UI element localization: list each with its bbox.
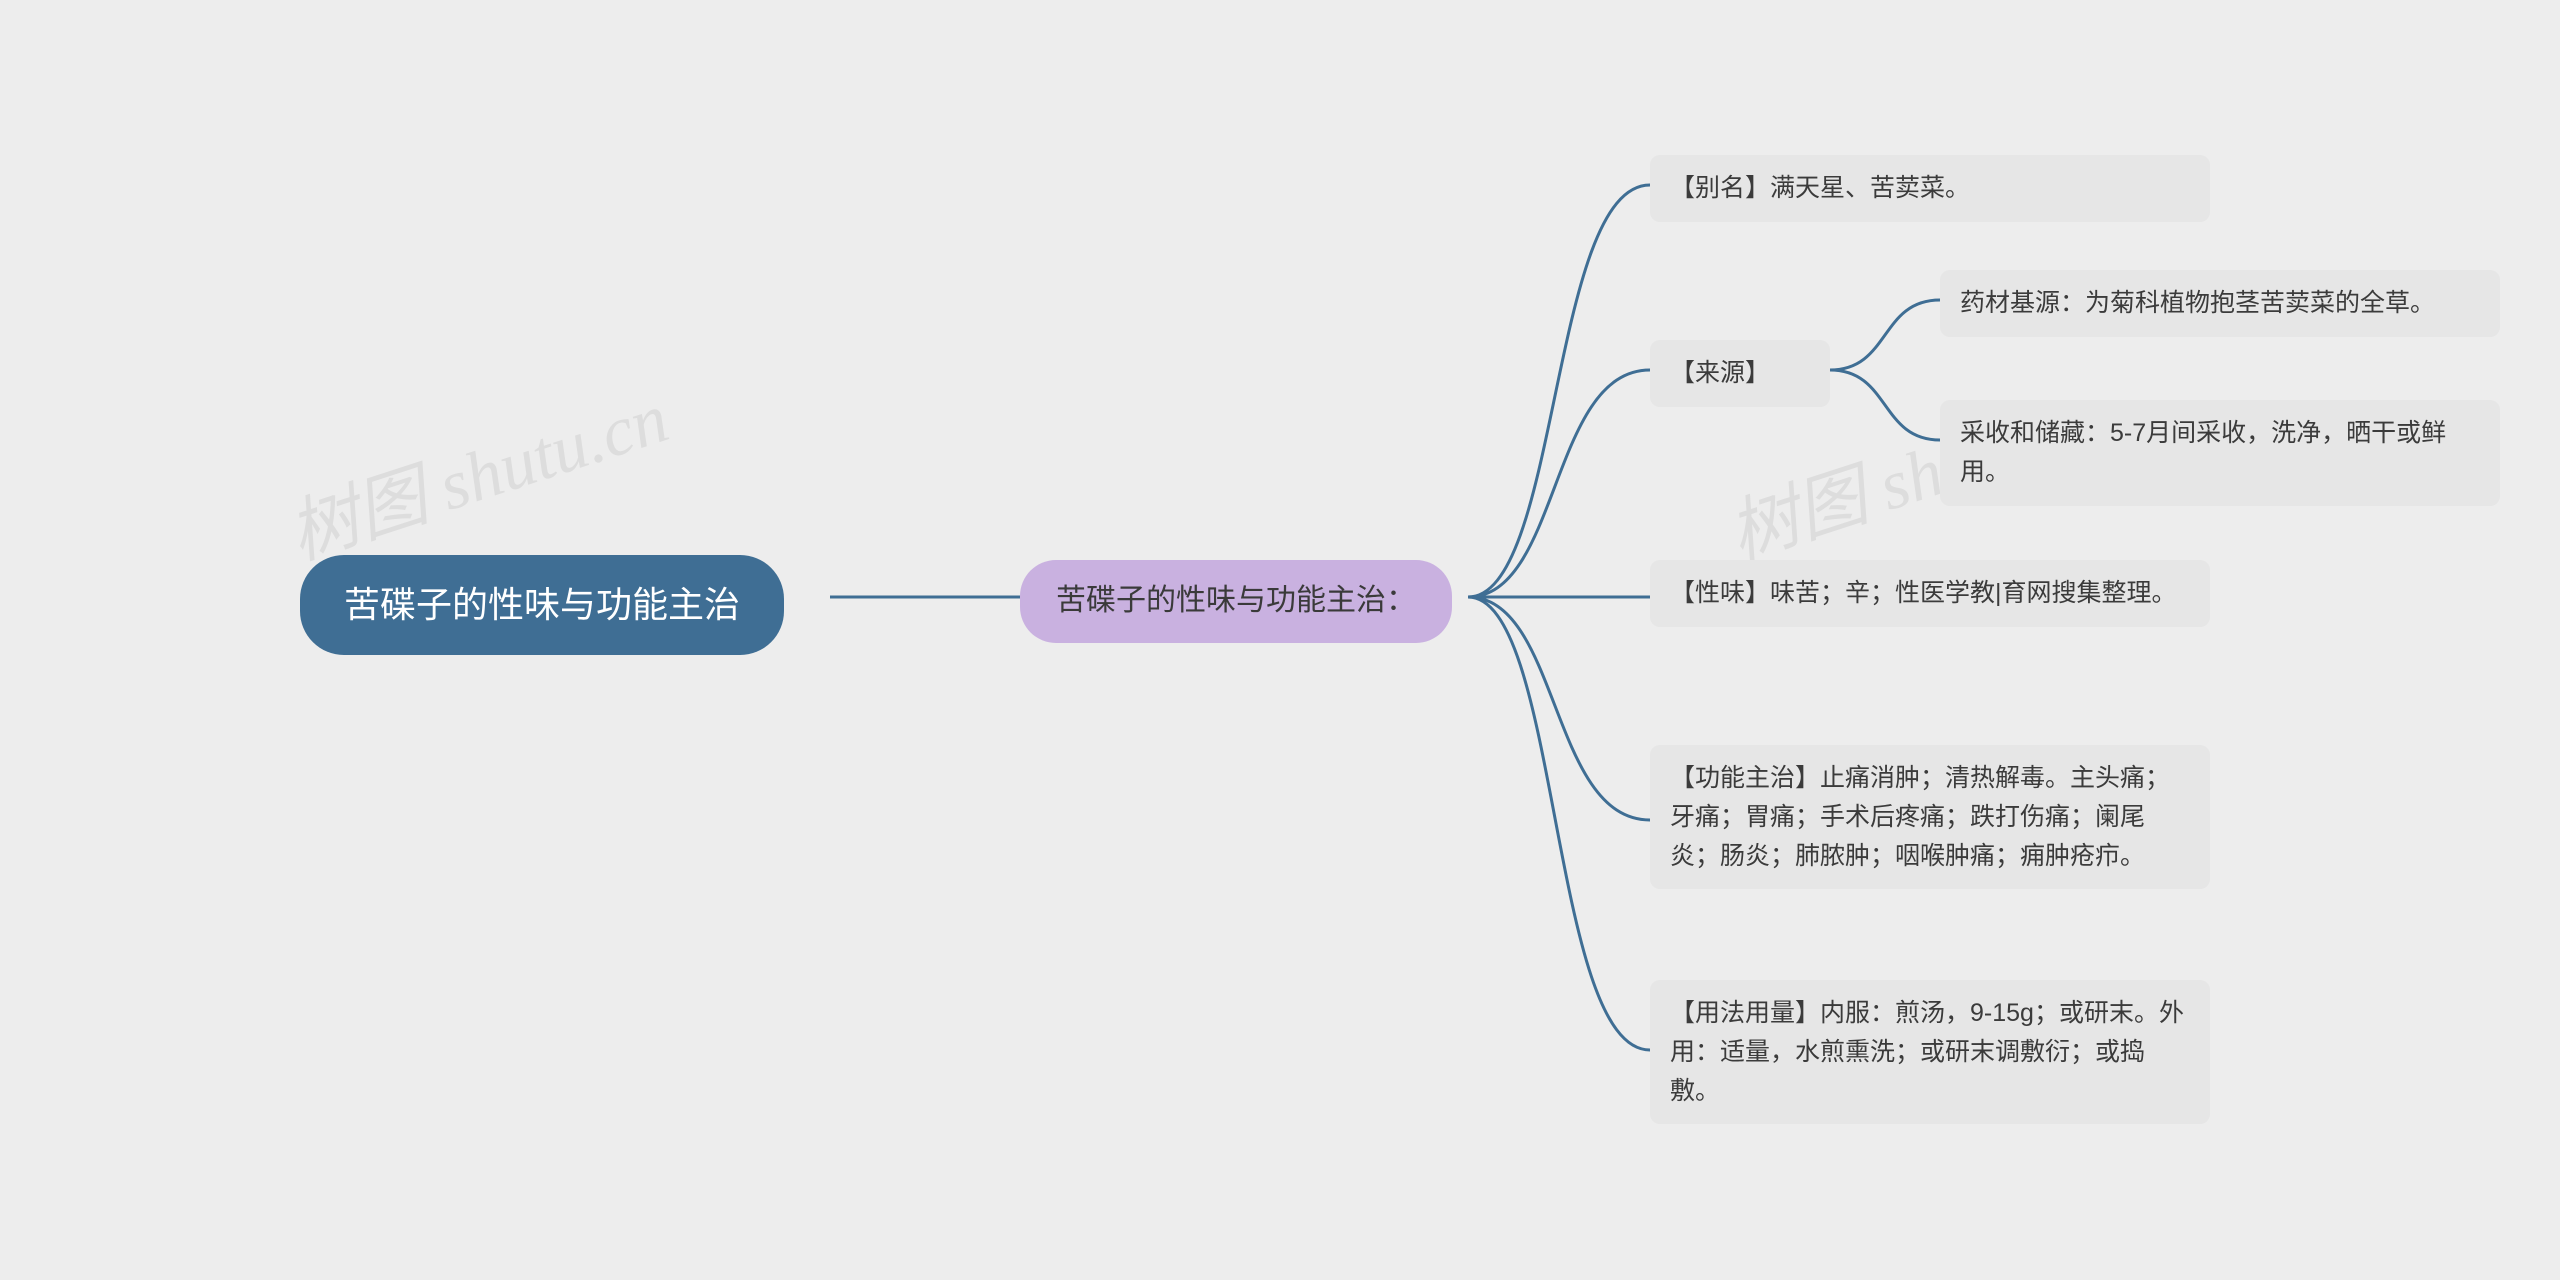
sub-label: 苦碟子的性味与功能主治： — [1056, 578, 1416, 625]
leaf-usage: 【用法用量】内服：煎汤，9-15g；或研末。外用：适量，水煎熏洗；或研末调敷衍；… — [1650, 980, 2210, 1124]
leaf-source-a: 药材基源：为菊科植物抱茎苦荬菜的全草。 — [1940, 270, 2500, 337]
leaf-source-b-text: 采收和储藏：5-7月间采收，洗净，晒干或鲜用。 — [1960, 414, 2480, 492]
leaf-function-text: 【功能主治】止痛消肿；清热解毒。主头痛；牙痛；胃痛；手术后疼痛；跌打伤痛；阑尾炎… — [1670, 759, 2190, 875]
sub-node: 苦碟子的性味与功能主治： — [1020, 560, 1452, 643]
root-label: 苦碟子的性味与功能主治 — [344, 577, 740, 633]
leaf-function: 【功能主治】止痛消肿；清热解毒。主头痛；牙痛；胃痛；手术后疼痛；跌打伤痛；阑尾炎… — [1650, 745, 2210, 889]
leaf-source-a-text: 药材基源：为菊科植物抱茎苦荬菜的全草。 — [1960, 284, 2435, 323]
root-node: 苦碟子的性味与功能主治 — [300, 555, 784, 655]
leaf-taste: 【性味】味苦；辛；性医学教|育网搜集整理。 — [1650, 560, 2210, 627]
leaf-source-b: 采收和储藏：5-7月间采收，洗净，晒干或鲜用。 — [1940, 400, 2500, 506]
leaf-source-label-text: 【来源】 — [1670, 354, 1770, 393]
leaf-usage-text: 【用法用量】内服：煎汤，9-15g；或研末。外用：适量，水煎熏洗；或研末调敷衍；… — [1670, 994, 2190, 1110]
leaf-source-label: 【来源】 — [1650, 340, 1830, 407]
leaf-taste-text: 【性味】味苦；辛；性医学教|育网搜集整理。 — [1670, 574, 2177, 613]
leaf-alias-text: 【别名】满天星、苦荬菜。 — [1670, 169, 1970, 208]
watermark-1: 树图 shutu.cn — [274, 362, 679, 579]
leaf-alias: 【别名】满天星、苦荬菜。 — [1650, 155, 2210, 222]
